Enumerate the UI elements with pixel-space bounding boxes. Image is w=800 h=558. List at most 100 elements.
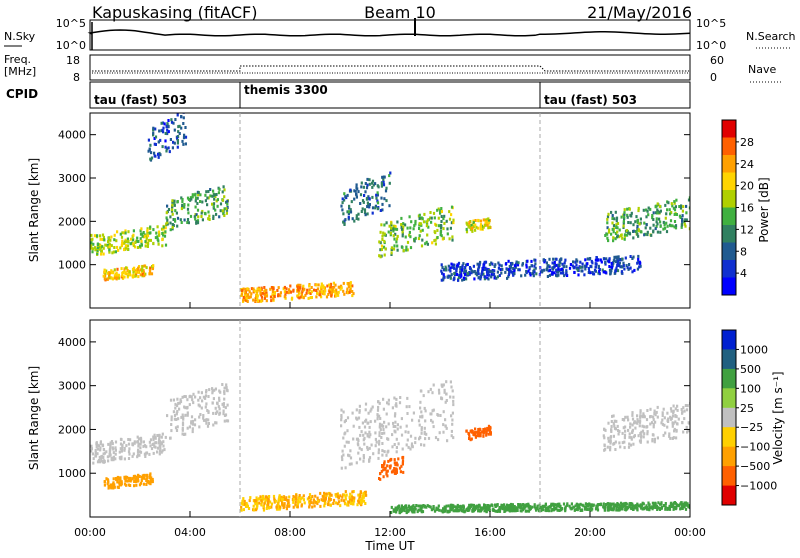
heatmap-cell (96, 452, 99, 456)
heatmap-cell (500, 503, 503, 507)
heatmap-cell (523, 506, 526, 510)
heatmap-cell (347, 440, 350, 444)
heatmap-cell (145, 483, 148, 486)
heatmap-cell (688, 206, 690, 210)
heatmap-cell (219, 390, 222, 394)
heatmap-cell (124, 229, 127, 233)
heatmap-cell (432, 507, 435, 511)
heatmap-cell (401, 461, 404, 465)
heatmap-cell (664, 507, 667, 511)
heatmap-cell (119, 478, 122, 482)
heatmap-cell (564, 506, 567, 510)
heatmap-cell (182, 415, 185, 419)
heatmap-cell (265, 299, 268, 303)
heatmap-cell (380, 436, 383, 439)
heatmap-cell (265, 291, 268, 295)
heatmap-cell (657, 506, 660, 510)
heatmap-cell (468, 225, 471, 229)
heatmap-cell (111, 251, 114, 255)
heatmap-cell (121, 274, 124, 278)
heatmap-cell (154, 236, 157, 240)
heatmap-cell (618, 508, 621, 512)
heatmap-cell (340, 498, 343, 502)
heatmap-cell (102, 246, 105, 250)
heatmap-cell (366, 445, 369, 449)
heatmap-cell (443, 268, 446, 272)
heatmap-cell (387, 449, 390, 453)
heatmap-cell (638, 222, 641, 226)
heatmap-cell (148, 268, 151, 272)
heatmap-cell (382, 475, 385, 479)
heatmap-cell (346, 193, 349, 197)
heatmap-cell (308, 284, 311, 288)
heatmap-cell (292, 505, 295, 509)
heatmap-cell (520, 504, 523, 508)
heatmap-cell (128, 452, 131, 456)
heatmap-cell (631, 428, 634, 432)
heatmap-cell (624, 504, 627, 508)
heatmap-cell (451, 411, 454, 415)
x-axis: 00:00 04:00 08:00 12:00 16:00 20:00 00:00 (74, 302, 706, 539)
heatmap-cell (638, 424, 641, 428)
heatmap-cell (114, 250, 117, 254)
heatmap-cell (159, 440, 162, 444)
heatmap-cell (640, 435, 643, 439)
heatmap-cell (674, 420, 677, 424)
heatmap-cell (683, 417, 686, 421)
heatmap-cell (390, 505, 393, 509)
heatmap-cell (180, 415, 183, 419)
heatmap-cell (180, 196, 183, 200)
heatmap-cell (348, 454, 351, 458)
heatmap-cell (460, 509, 463, 513)
heatmap-cell (440, 509, 443, 513)
heatmap-cell (620, 265, 623, 269)
heatmap-cell (193, 193, 196, 197)
heatmap-cell (149, 143, 152, 147)
heatmap-cell (383, 197, 386, 201)
heatmap-cell (433, 216, 436, 220)
heatmap-cell (219, 202, 223, 206)
heatmap-cell (136, 450, 140, 454)
heatmap-cell (468, 271, 471, 274)
heatmap-cell (661, 418, 664, 422)
heatmap-cell (478, 262, 481, 266)
heatmap-cell (141, 474, 144, 478)
heatmap-cell (283, 497, 286, 501)
heatmap-cell (491, 504, 494, 508)
heatmap-cell (589, 264, 592, 268)
heatmap-cell (380, 184, 383, 188)
search-tick-bottom: 10^0 (696, 39, 726, 52)
heatmap-cell (358, 425, 361, 429)
heatmap-cell (520, 274, 523, 278)
heatmap-cell (176, 397, 179, 401)
heatmap-cell (369, 409, 372, 413)
heatmap-cell (469, 429, 472, 433)
heatmap-cell (466, 222, 469, 226)
heatmap-cell (279, 294, 282, 298)
heatmap-cell (483, 428, 486, 432)
heatmap-cell (405, 245, 408, 249)
heatmap-cell (525, 269, 528, 273)
heatmap-cell (281, 503, 284, 507)
heatmap-cell (377, 456, 380, 460)
heatmap-cell (390, 251, 393, 255)
heatmap-cell (182, 417, 185, 421)
heatmap-cell (619, 501, 623, 505)
heatmap-cell (349, 288, 352, 292)
heatmap-cell (576, 268, 579, 272)
heatmap-cell (461, 265, 464, 269)
heatmap-cell (106, 277, 109, 281)
heatmap-cell (343, 198, 346, 202)
colorbar-tick-label: −100 (740, 441, 770, 454)
heatmap-cell (673, 429, 676, 433)
heatmap-cell (376, 207, 379, 211)
heatmap-cell (218, 398, 221, 402)
x-tick-label: 00:00 (74, 526, 106, 539)
heatmap-cell (152, 241, 155, 245)
heatmap-cell (247, 293, 250, 297)
heatmap-cell (221, 209, 224, 213)
heatmap-cell (242, 497, 245, 501)
heatmap-cell (382, 407, 385, 411)
heatmap-cell (176, 425, 179, 429)
heatmap-cell (627, 221, 630, 224)
